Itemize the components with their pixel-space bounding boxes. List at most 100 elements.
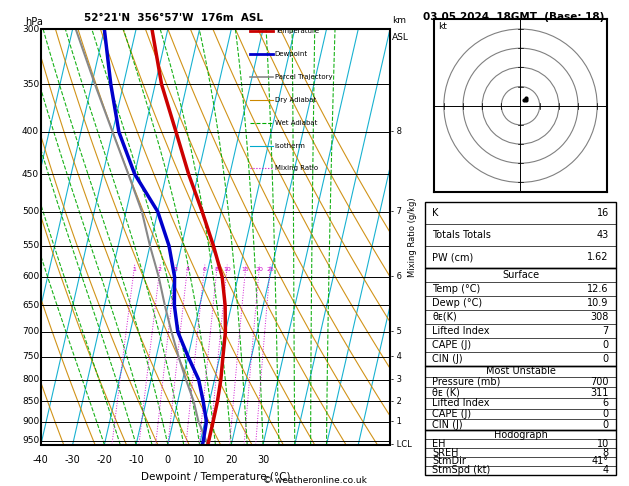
Text: -20: -20 (96, 455, 113, 465)
Text: Mixing Ratio (g/kg): Mixing Ratio (g/kg) (408, 197, 417, 277)
Text: 0: 0 (165, 455, 171, 465)
Text: Dewpoint / Temperature (°C): Dewpoint / Temperature (°C) (141, 472, 290, 482)
Text: - 1: - 1 (391, 417, 401, 426)
Text: CIN (J): CIN (J) (432, 354, 463, 364)
Text: EH: EH (432, 438, 446, 449)
Text: 600: 600 (22, 272, 39, 281)
Text: - 6: - 6 (391, 272, 402, 281)
Text: Temperature: Temperature (275, 28, 319, 34)
Text: 550: 550 (22, 241, 39, 250)
Text: - 7: - 7 (391, 207, 402, 216)
Text: - LCL: - LCL (391, 440, 411, 449)
Text: θᴇ (K): θᴇ (K) (432, 388, 460, 398)
Text: 850: 850 (22, 397, 39, 406)
Text: 0: 0 (603, 340, 609, 350)
Text: - 3: - 3 (391, 375, 402, 384)
Text: -30: -30 (65, 455, 81, 465)
Text: 20: 20 (255, 267, 263, 272)
Text: 15: 15 (242, 267, 249, 272)
Text: 311: 311 (591, 388, 609, 398)
Text: 16: 16 (596, 208, 609, 218)
Text: 650: 650 (22, 301, 39, 310)
Text: 700: 700 (22, 328, 39, 336)
Text: Dewpoint: Dewpoint (275, 51, 308, 57)
Bar (425, 203, 616, 268)
Text: - 4: - 4 (391, 352, 401, 361)
Text: 52°21'N  356°57'W  176m  ASL: 52°21'N 356°57'W 176m ASL (84, 13, 263, 23)
Text: 10.9: 10.9 (587, 298, 609, 308)
Text: 8: 8 (215, 267, 219, 272)
Text: Mixing Ratio: Mixing Ratio (275, 165, 318, 172)
Bar (425, 430, 616, 475)
Text: 750: 750 (22, 352, 39, 361)
Text: StmSpd (kt): StmSpd (kt) (432, 466, 491, 475)
Text: 300: 300 (22, 25, 39, 34)
Text: 43: 43 (596, 230, 609, 240)
Text: 0: 0 (603, 409, 609, 419)
Text: -10: -10 (128, 455, 144, 465)
Text: 3: 3 (174, 267, 177, 272)
Text: CIN (J): CIN (J) (432, 420, 463, 430)
Text: 12.6: 12.6 (587, 284, 609, 294)
Text: Hodograph: Hodograph (494, 430, 547, 440)
Text: CAPE (J): CAPE (J) (432, 409, 471, 419)
Text: 900: 900 (22, 417, 39, 426)
Text: 10: 10 (223, 267, 231, 272)
Text: 0: 0 (603, 420, 609, 430)
Text: Parcel Trajectory: Parcel Trajectory (275, 74, 332, 80)
Text: 350: 350 (22, 80, 39, 89)
Text: 950: 950 (22, 436, 39, 446)
Text: ASL: ASL (392, 34, 409, 42)
Text: 308: 308 (591, 312, 609, 322)
Text: 6: 6 (603, 399, 609, 408)
Text: Isotherm: Isotherm (275, 142, 306, 149)
Text: - 8: - 8 (391, 127, 402, 137)
Text: hPa: hPa (25, 17, 43, 27)
Text: 400: 400 (22, 127, 39, 137)
Bar (425, 366, 616, 430)
Text: SREH: SREH (432, 448, 459, 457)
Text: 25: 25 (266, 267, 274, 272)
Text: - 5: - 5 (391, 328, 401, 336)
Text: 7: 7 (603, 326, 609, 336)
Text: 450: 450 (22, 170, 39, 178)
Text: 1.62: 1.62 (587, 252, 609, 262)
Text: 41°: 41° (592, 456, 609, 467)
Text: 20: 20 (225, 455, 238, 465)
Text: 10: 10 (596, 438, 609, 449)
Text: 03.05.2024  18GMT  (Base: 18): 03.05.2024 18GMT (Base: 18) (423, 12, 604, 22)
Text: PW (cm): PW (cm) (432, 252, 474, 262)
Text: Surface: Surface (502, 270, 539, 280)
Text: StmDir: StmDir (432, 456, 466, 467)
Text: Lifted Index: Lifted Index (432, 326, 490, 336)
Text: 500: 500 (22, 207, 39, 216)
Text: CAPE (J): CAPE (J) (432, 340, 471, 350)
Text: Dewp (°C): Dewp (°C) (432, 298, 482, 308)
Text: 8: 8 (603, 448, 609, 457)
Text: - 2: - 2 (391, 397, 401, 406)
Text: Most Unstable: Most Unstable (486, 366, 555, 376)
Text: 800: 800 (22, 375, 39, 384)
Text: 2: 2 (158, 267, 162, 272)
Text: kt: kt (438, 22, 447, 31)
Text: Lifted Index: Lifted Index (432, 399, 490, 408)
Text: 6: 6 (203, 267, 206, 272)
Text: 1: 1 (132, 267, 136, 272)
Text: © weatheronline.co.uk: © weatheronline.co.uk (262, 476, 367, 485)
Text: -40: -40 (33, 455, 49, 465)
Text: θᴇ(K): θᴇ(K) (432, 312, 457, 322)
Text: 0: 0 (603, 354, 609, 364)
Text: Wet Adiabat: Wet Adiabat (275, 120, 317, 126)
Text: Temp (°C): Temp (°C) (432, 284, 481, 294)
Text: Dry Adiabat: Dry Adiabat (275, 97, 316, 103)
Text: 30: 30 (257, 455, 269, 465)
Text: Pressure (mb): Pressure (mb) (432, 377, 501, 387)
Text: K: K (432, 208, 438, 218)
Text: 10: 10 (194, 455, 206, 465)
Text: km: km (392, 16, 406, 25)
Bar (425, 268, 616, 366)
Text: 4: 4 (186, 267, 189, 272)
Text: 700: 700 (590, 377, 609, 387)
Text: Totals Totals: Totals Totals (432, 230, 491, 240)
Text: 4: 4 (603, 466, 609, 475)
